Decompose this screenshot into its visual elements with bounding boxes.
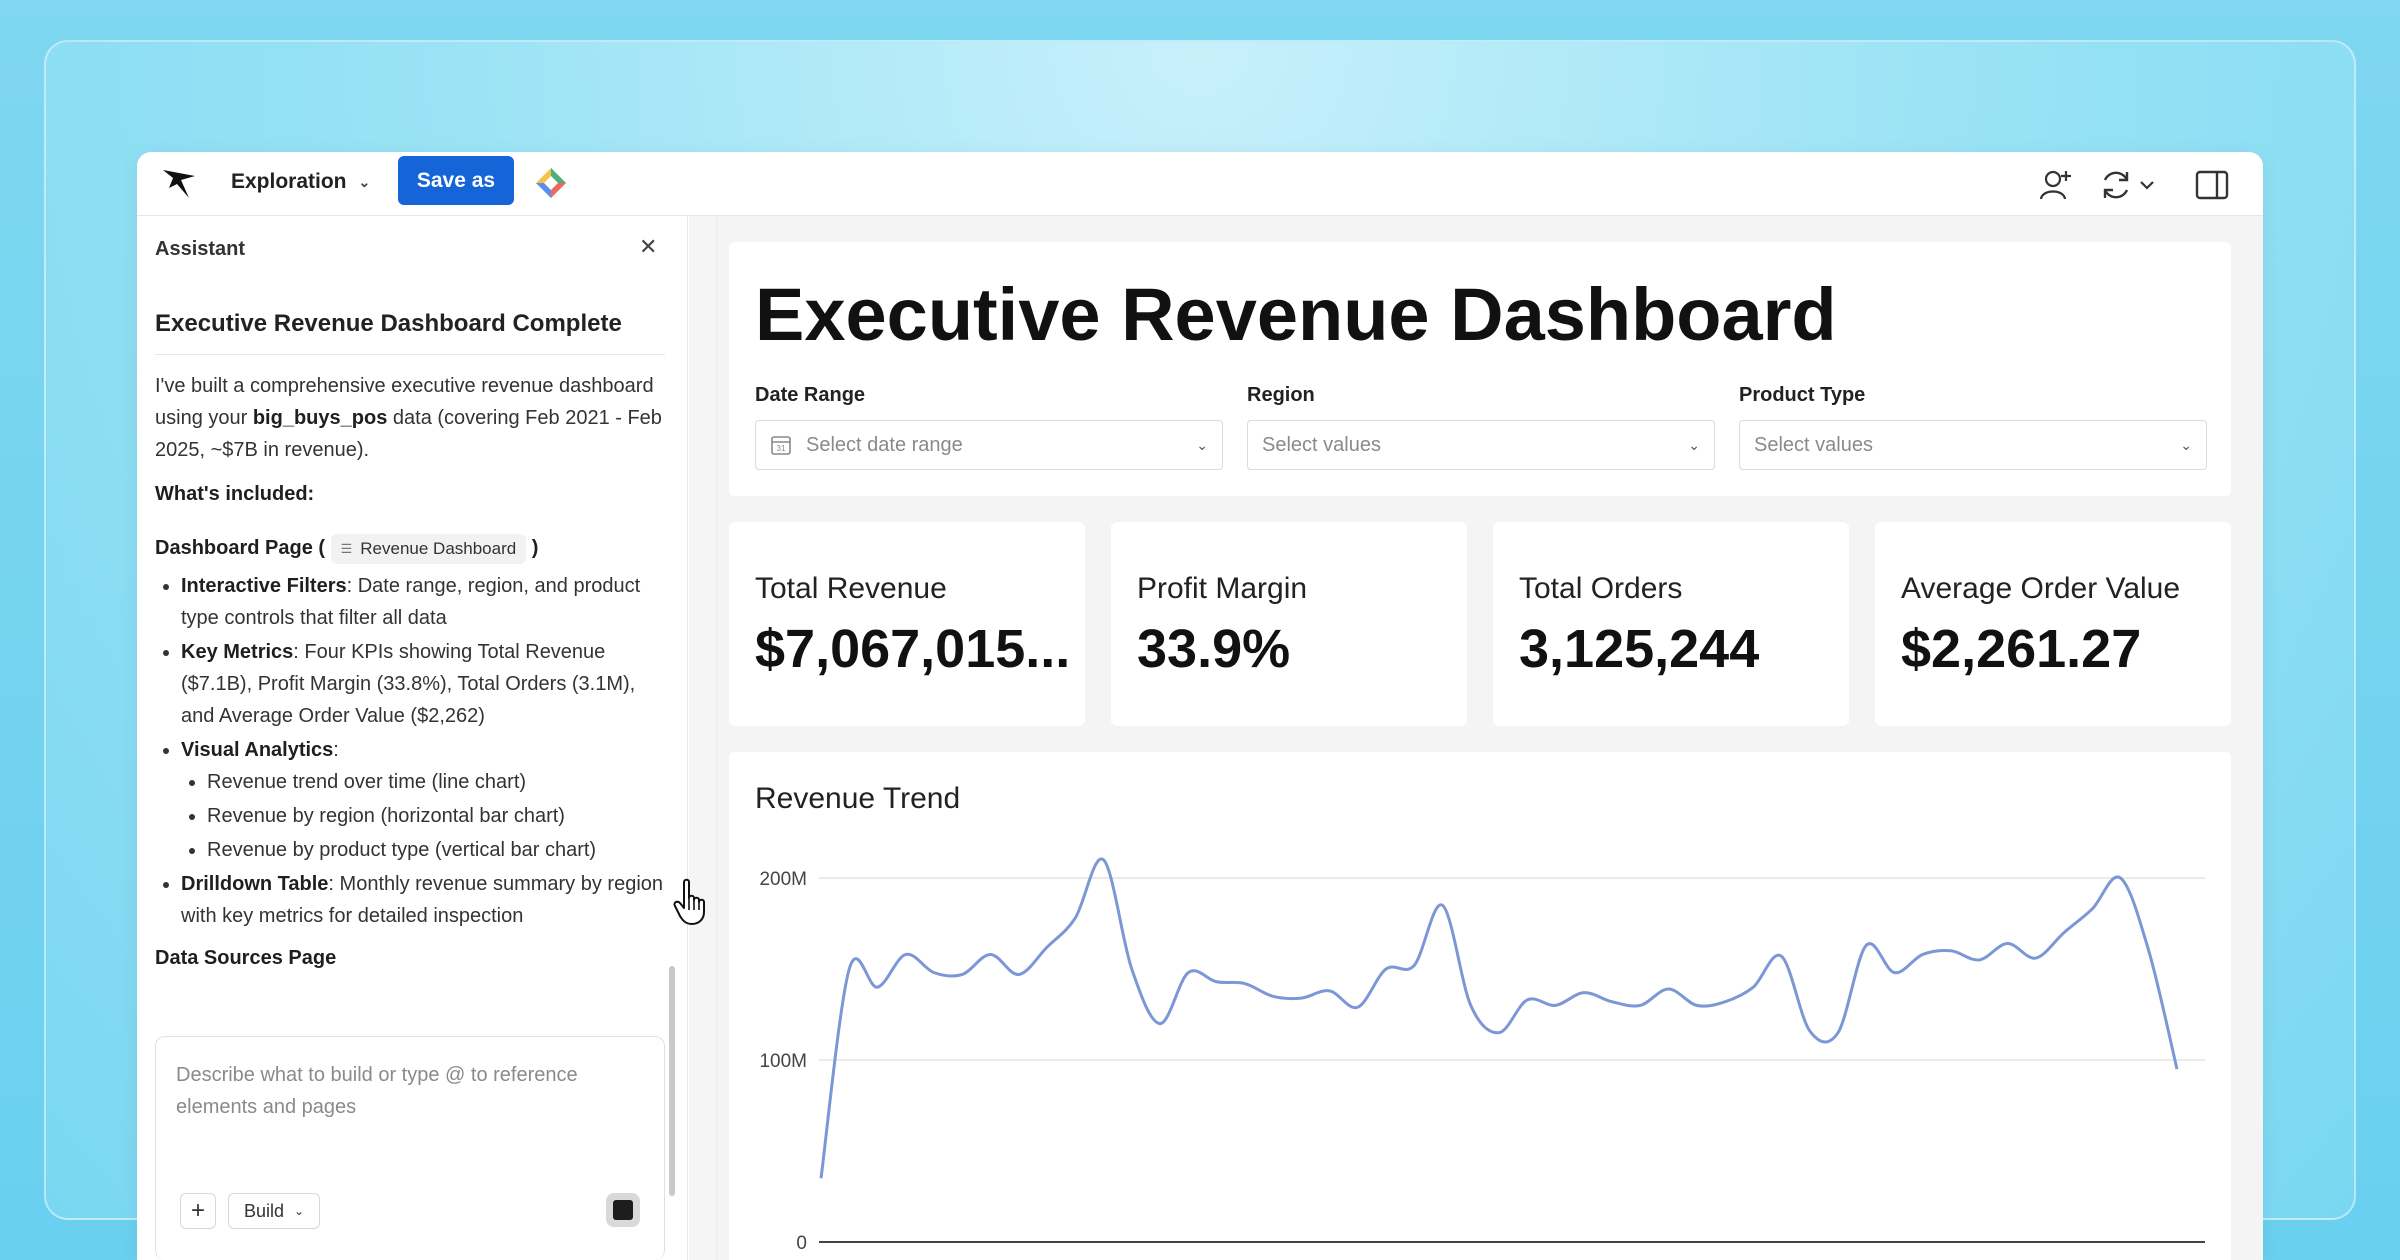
visual-sublist: Revenue trend over time (line chart) Rev…	[181, 766, 665, 866]
bullet-text: : Date range, region, and product type c…	[181, 575, 641, 629]
list-item: Interactive Filters: Date range, region,…	[181, 570, 665, 634]
hand-cursor-icon	[673, 878, 705, 925]
kpi-label: Total Revenue	[755, 572, 947, 605]
chevron-down-icon: ⌄	[293, 1204, 305, 1218]
bullet-bold: Key Metrics	[181, 641, 294, 663]
revenue-trend-chart: 200M 100M 0	[759, 857, 2205, 1254]
app-window: Exploration ⌄ Save as	[137, 152, 2263, 1260]
y-tick-label: 200M	[759, 869, 807, 890]
data-sources-label: Data Sources Page	[155, 947, 337, 969]
panel-toggle-icon[interactable]	[2195, 168, 2229, 202]
region-filter[interactable]: Select values ⌄	[1247, 420, 1715, 470]
header-card: Executive Revenue Dashboard Date Range 3…	[729, 242, 2231, 496]
assistant-title: Assistant	[155, 238, 246, 260]
mode-dropdown[interactable]: Exploration ⌄	[231, 170, 370, 194]
list-item: Revenue by product type (vertical bar ch…	[207, 834, 665, 866]
chevron-down-icon[interactable]	[2137, 168, 2157, 202]
list-item: Drilldown Table: Monthly revenue summary…	[181, 868, 665, 932]
build-mode-dropdown[interactable]: Build ⌄	[228, 1193, 320, 1229]
kpi-label: Total Orders	[1519, 572, 1683, 605]
date-range-filter[interactable]: 31 Select date range ⌄	[755, 420, 1223, 470]
top-bar: Exploration ⌄ Save as	[137, 152, 2263, 216]
bullet-text: : Four KPIs showing Total Revenue ($7.1B…	[181, 641, 636, 727]
refresh-icon[interactable]	[2099, 168, 2133, 202]
kpi-value: 3,125,244	[1519, 619, 1760, 679]
kpi-card-total-orders[interactable]: Total Orders 3,125,244	[1493, 522, 1849, 726]
dataset-name: big_buys_pos	[252, 407, 388, 429]
scrollbar[interactable]	[669, 966, 675, 1196]
revenue-dashboard-chip[interactable]: ☰ Revenue Dashboard	[330, 533, 527, 564]
kpi-card-total-revenue[interactable]: Total Revenue $7,067,015...	[729, 522, 1085, 726]
ai-sparkle-icon[interactable]	[534, 166, 568, 200]
product-type-filter[interactable]: Select values ⌄	[1739, 420, 2207, 470]
filter-label: Product Type	[1739, 384, 1866, 406]
kpi-card-profit-margin[interactable]: Profit Margin 33.9%	[1111, 522, 1467, 726]
list-item: Visual Analytics: Revenue trend over tim…	[181, 734, 665, 866]
included-list: Interactive Filters: Date range, region,…	[155, 570, 665, 932]
add-icon[interactable]: +	[180, 1193, 216, 1229]
assistant-panel: Assistant ✕ Executive Revenue Dashboard …	[137, 216, 688, 1260]
chevron-down-icon: ⌄	[1688, 436, 1700, 453]
chevron-down-icon: ⌄	[358, 173, 371, 190]
mode-label: Exploration	[231, 170, 347, 193]
chart-title: Revenue Trend	[755, 782, 961, 815]
kpi-card-average-order-value[interactable]: Average Order Value $2,261.27	[1875, 522, 2231, 726]
chevron-down-icon: ⌄	[2180, 436, 2192, 453]
filter-label: Region	[1247, 384, 1315, 406]
y-tick-label: 0	[796, 1233, 807, 1254]
dashboard-canvas: Executive Revenue Dashboard Date Range 3…	[717, 216, 2263, 1260]
page-title: Executive Revenue Dashboard	[755, 273, 1837, 356]
kpi-value: $2,261.27	[1901, 619, 2142, 679]
bullet-text: :	[333, 739, 339, 761]
kpi-value: $7,067,015...	[755, 619, 1071, 679]
filter-label: Date Range	[755, 384, 866, 406]
revenue-trend-card[interactable]: Revenue Trend 200M 100M 0	[729, 752, 2231, 1260]
bullet-bold: Drilldown Table	[181, 873, 329, 895]
composer-input[interactable]: Describe what to build or type @ to refe…	[176, 1064, 578, 1118]
list-item: Revenue by region (horizontal bar chart)	[207, 800, 665, 832]
filter-placeholder: Select values	[1754, 433, 1873, 456]
svg-text:31: 31	[777, 444, 786, 453]
build-label: Build	[243, 1200, 284, 1221]
list-item: Key Metrics: Four KPIs showing Total Rev…	[181, 636, 665, 732]
dashboard-page-label: Dashboard Page (	[155, 537, 326, 559]
save-as-button[interactable]: Save as	[398, 156, 514, 205]
bullet-bold: Visual Analytics	[181, 739, 334, 761]
stop-icon	[613, 1200, 633, 1220]
intro-paragraph: I've built a comprehensive executive rev…	[155, 370, 665, 466]
chip-label: Revenue Dashboard	[360, 538, 517, 558]
composer[interactable]: Describe what to build or type @ to refe…	[155, 1036, 665, 1260]
filter-placeholder: Select values	[1262, 433, 1381, 456]
kpi-label: Average Order Value	[1901, 572, 2181, 605]
intro-text: I've built a comprehensive executive rev…	[155, 375, 654, 429]
bullet-bold: Interactive Filters	[181, 575, 347, 597]
kpi-value: 33.9%	[1137, 619, 1291, 679]
calendar-icon: 31	[771, 436, 791, 455]
message-heading: Executive Revenue Dashboard Complete	[155, 310, 665, 355]
list-icon: ☰	[340, 540, 353, 556]
share-user-icon[interactable]	[2039, 168, 2073, 202]
whats-included-label: What's included:	[155, 483, 315, 505]
chevron-down-icon: ⌄	[1196, 436, 1208, 453]
bullet-text: : Monthly revenue summary by region with…	[181, 873, 664, 927]
stop-button[interactable]	[606, 1193, 640, 1227]
dashboard-page-close: )	[531, 537, 539, 559]
list-item: Revenue trend over time (line chart)	[207, 766, 665, 798]
close-icon[interactable]: ✕	[639, 234, 658, 259]
kpi-label: Profit Margin	[1137, 572, 1308, 605]
intro-text-end: data (covering Feb 2021 - Feb 2025, ~$7B…	[155, 407, 662, 461]
panel-gutter[interactable]	[689, 216, 717, 1260]
app-logo-icon[interactable]	[159, 166, 199, 202]
revenue-series-line[interactable]	[819, 857, 2179, 1179]
y-tick-label: 100M	[759, 1051, 807, 1072]
filter-placeholder: Select date range	[806, 433, 963, 456]
assistant-message: I've built a comprehensive executive rev…	[155, 370, 665, 986]
